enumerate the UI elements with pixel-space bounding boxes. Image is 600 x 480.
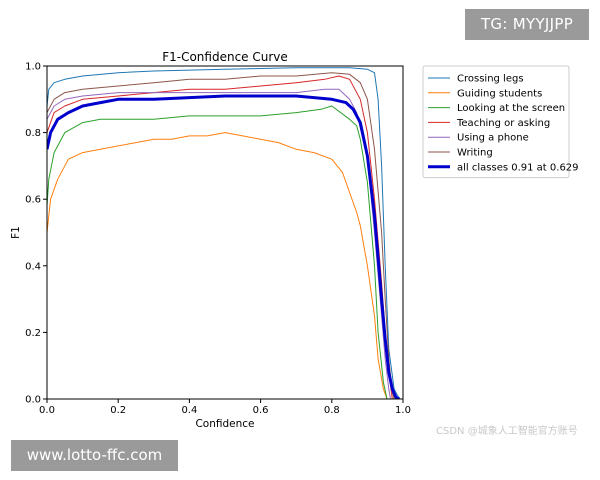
y-tick-label-4: 0.8 — [25, 128, 41, 139]
y-tick-label-3: 0.6 — [25, 195, 41, 206]
series-line-2 — [47, 105, 388, 399]
series-line-6 — [47, 94, 401, 399]
x-tick-label-0: 0.0 — [39, 405, 55, 416]
legend-label-1: Guiding students — [457, 88, 542, 99]
series-line-5 — [47, 72, 395, 399]
legend-label-5: Writing — [457, 148, 493, 159]
series-line-3 — [47, 75, 393, 399]
series-line-4 — [47, 88, 391, 399]
legend-label-4: Using a phone — [457, 133, 529, 144]
y-tick-label-1: 0.2 — [25, 328, 41, 339]
legend-label-0: Crossing legs — [457, 74, 524, 85]
x-tick-label-3: 0.6 — [253, 405, 269, 416]
y-axis-label: F1 — [10, 226, 22, 239]
x-tick-label-4: 0.8 — [324, 405, 340, 416]
x-tick-label-1: 0.2 — [110, 405, 126, 416]
y-tick-label-0: 0.0 — [25, 395, 41, 406]
plot-frame — [46, 65, 404, 400]
x-tick-label-2: 0.4 — [181, 405, 197, 416]
legend-label-3: Teaching or asking — [456, 118, 550, 129]
legend-label-2: Looking at the screen — [457, 103, 565, 114]
series-line-1 — [47, 132, 388, 399]
x-tick-label-5: 1.0 — [395, 405, 411, 416]
watermark-csdn-label: CSDN @城象人工智能官方账号 — [436, 426, 578, 437]
legend-label-6: all classes 0.91 at 0.629 — [457, 162, 579, 173]
series-line-0 — [47, 67, 400, 399]
x-axis-label: Confidence — [195, 418, 254, 430]
watermark-site-label: www.lotto-ffc.com — [11, 440, 178, 471]
chart-title: F1-Confidence Curve — [162, 50, 288, 64]
y-tick-label-5: 1.0 — [25, 62, 41, 73]
y-tick-label-2: 0.4 — [25, 261, 41, 272]
watermark-tg-label: TG: MYYJJPP — [465, 9, 589, 40]
legend-box — [422, 65, 570, 179]
